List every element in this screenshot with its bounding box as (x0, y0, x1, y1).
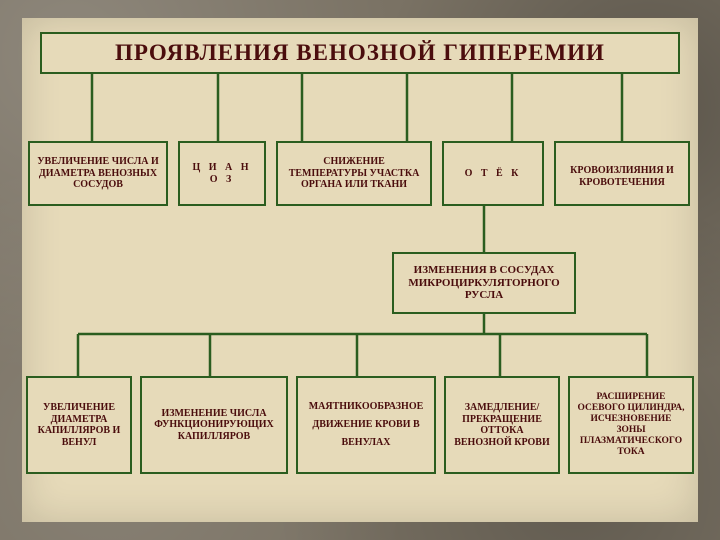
row1-box-3: О Т Ё К (442, 141, 544, 206)
row2-box-2: МАЯТНИКООБРАЗНОЕ ДВИЖЕНИЕ КРОВИ В ВЕНУЛА… (296, 376, 436, 474)
canvas: ПРОЯВЛЕНИЯ ВЕНОЗНОЙ ГИПЕРЕМИИ УВЕЛИЧЕНИЕ… (22, 18, 698, 522)
row2-box-0: УВЕЛИЧЕНИЕ ДИАМЕТРА КАПИЛЛЯРОВ И ВЕНУЛ (26, 376, 132, 474)
row1-box-2: СНИЖЕНИЕ ТЕМПЕРАТУРЫ УЧАСТКА ОРГАНА ИЛИ … (276, 141, 432, 206)
row2-box-3: ЗАМЕДЛЕНИЕ/ ПРЕКРАЩЕНИЕ ОТТОКА ВЕНОЗНОЙ … (444, 376, 560, 474)
diagram-title: ПРОЯВЛЕНИЯ ВЕНОЗНОЙ ГИПЕРЕМИИ (40, 32, 680, 74)
row1-box-4: КРОВОИЗЛИЯНИЯ И КРОВОТЕЧЕНИЯ (554, 141, 690, 206)
row1-box-0: УВЕЛИЧЕНИЕ ЧИСЛА И ДИАМЕТРА ВЕНОЗНЫХ СОС… (28, 141, 168, 206)
middle-box: ИЗМЕНЕНИЯ В СОСУДАХ МИКРОЦИРКУЛЯТОРНОГО … (392, 252, 576, 314)
row1-box-4-text: КРОВОИЗЛИЯНИЯ И КРОВОТЕЧЕНИЯ (562, 165, 682, 188)
row2-box-1: ИЗМЕНЕНИЕ ЧИСЛА ФУНКЦИОНИРУЮЩИХ КАПИЛЛЯР… (140, 376, 288, 474)
row2-box-4: РАСШИРЕНИЕ ОСЕВОГО ЦИЛИНДРА, ИСЧЕЗНОВЕНИ… (568, 376, 694, 474)
row1-box-1: Ц И А Н О З (178, 141, 266, 206)
